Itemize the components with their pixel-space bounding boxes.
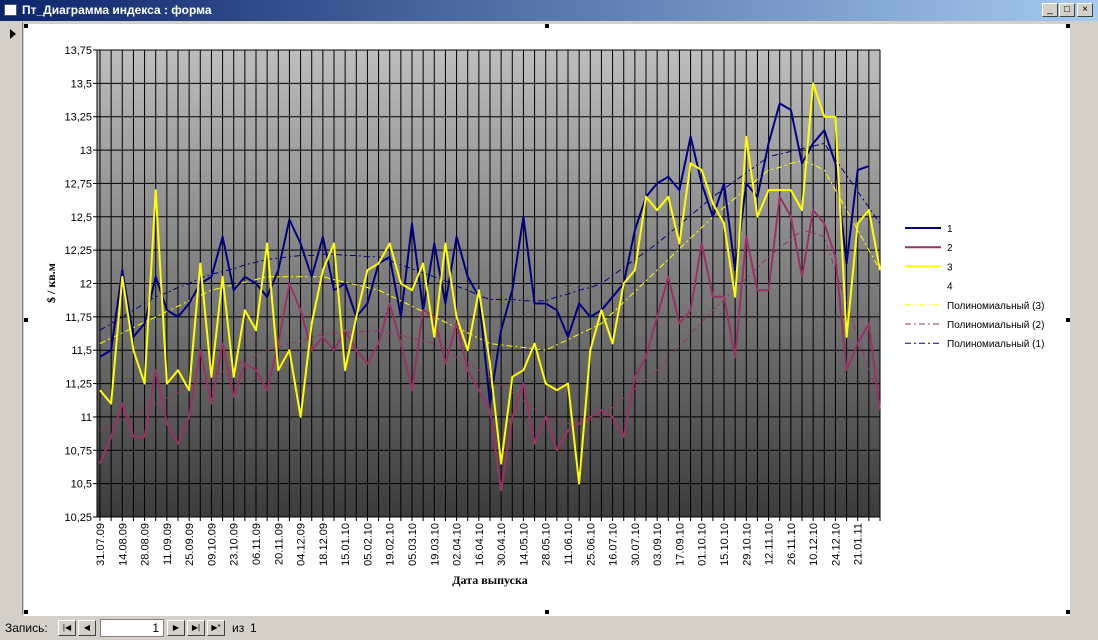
x-tick-label: 02.04.10	[452, 523, 464, 566]
x-tick-label: 16.04.10	[474, 523, 486, 566]
y-tick-label: 10,75	[64, 445, 92, 457]
legend-label: 2	[947, 243, 953, 254]
window-icon	[4, 4, 17, 16]
x-tick-label: 20.11.09	[273, 523, 285, 565]
trend-line	[99, 160, 881, 351]
minimize-button[interactable]: _	[1042, 3, 1058, 17]
x-tick-label: 24.12.10	[830, 523, 842, 566]
x-tick-label: 31.07.09	[95, 523, 107, 566]
y-tick-label: 11,75	[65, 312, 92, 324]
x-axis-title: Дата выпуска	[452, 573, 527, 587]
x-tick-label: 23.10.09	[229, 523, 241, 566]
legend-label: Полиномиальный (1)	[947, 339, 1044, 350]
title-bar: Пт_Диаграмма индекса : форма _ □ ×	[0, 0, 1098, 21]
x-tick-label: 19.03.10	[429, 523, 441, 566]
close-button[interactable]: ×	[1077, 3, 1093, 17]
record-selector[interactable]	[3, 22, 23, 614]
x-tick-label: 30.07.10	[630, 523, 642, 566]
x-tick-label: 30.04.10	[496, 523, 508, 566]
trend-line	[99, 229, 881, 431]
x-tick-label: 09.10.09	[206, 523, 218, 566]
x-tick-label: 16.07.10	[608, 523, 620, 566]
record-total: 1	[250, 621, 257, 635]
new-record[interactable]: ▶*	[207, 620, 225, 636]
x-tick-label: 01.10.10	[697, 523, 709, 566]
record-number[interactable]: 1	[100, 619, 164, 637]
x-tick-label: 21.01.11	[853, 523, 865, 565]
x-tick-label: 26.11.10	[786, 523, 798, 565]
legend-label: 4	[947, 282, 953, 293]
x-tick-label: 03.09.10	[652, 523, 664, 566]
x-tick-label: 28.08.09	[140, 523, 152, 566]
y-tick-label: 13,75	[64, 45, 92, 57]
legend-label: Полиномиальный (3)	[947, 301, 1044, 312]
sizing-handles	[24, 24, 1070, 614]
next-record[interactable]: ▶	[167, 620, 185, 636]
first-record[interactable]: |◀	[58, 620, 76, 636]
series-line	[99, 82, 881, 485]
x-tick-label: 25.06.10	[585, 523, 597, 566]
record-label: Запись:	[5, 621, 48, 635]
x-tick-label: 14.08.09	[117, 523, 129, 566]
x-tick-label: 17.09.10	[674, 523, 686, 566]
x-tick-label: 14.05.10	[518, 523, 530, 566]
x-tick-label: 15.01.10	[340, 523, 352, 566]
y-tick-label: 13,5	[71, 78, 92, 90]
x-tick-label: 05.02.10	[362, 523, 374, 566]
legend-label: 3	[947, 262, 953, 273]
window-title: Пт_Диаграмма индекса : форма	[22, 3, 212, 17]
x-tick-label: 04.12.09	[296, 523, 308, 566]
legend-label: 1	[947, 224, 953, 235]
status-bar: Запись: |◀ ◀ 1 ▶ ▶| ▶* из 1	[0, 617, 1098, 640]
y-tick-label: 11	[81, 412, 92, 424]
legend-label: Полиномиальный (2)	[947, 320, 1044, 331]
x-tick-label: 18.12.09	[318, 523, 330, 566]
y-tick-label: 13	[80, 145, 92, 157]
x-tick-label: 11.06.10	[563, 523, 575, 565]
y-axis-title: $ / кв.м	[44, 263, 58, 303]
y-tick-label: 10,5	[71, 479, 92, 491]
x-tick-label: 11.09.09	[162, 523, 174, 565]
y-tick-label: 10,25	[64, 512, 92, 524]
x-tick-label: 28.05.10	[541, 523, 553, 566]
x-tick-label: 10.12.10	[808, 523, 820, 566]
x-tick-label: 12.11.10	[764, 523, 776, 565]
x-tick-label: 29.10.10	[741, 523, 753, 566]
y-tick-label: 12,75	[64, 178, 92, 190]
series-line	[99, 195, 881, 492]
x-tick-label: 25.09.09	[184, 523, 196, 566]
y-tick-label: 11,5	[71, 345, 92, 357]
y-tick-label: 11,25	[65, 379, 92, 391]
maximize-button[interactable]: □	[1059, 3, 1075, 17]
y-tick-label: 13,25	[64, 112, 92, 124]
last-record[interactable]: ▶|	[187, 620, 205, 636]
x-tick-label: 06.11.09	[251, 523, 263, 565]
y-tick-label: 12	[80, 279, 92, 291]
x-tick-label: 19.02.10	[385, 523, 397, 566]
x-tick-label: 15.10.10	[719, 523, 731, 566]
y-tick-label: 12,5	[71, 212, 92, 224]
record-pointer	[10, 29, 16, 39]
y-tick-label: 12,25	[64, 245, 92, 257]
prev-record[interactable]: ◀	[78, 620, 96, 636]
of-label: из	[232, 621, 245, 635]
x-tick-label: 05.03.10	[407, 523, 419, 566]
